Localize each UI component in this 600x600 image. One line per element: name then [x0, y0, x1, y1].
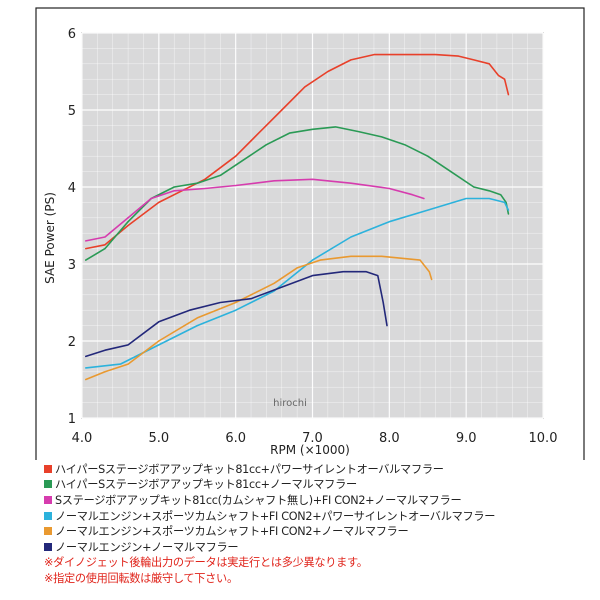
series-line-2	[85, 126, 510, 261]
legend-label: ノーマルエンジン+ノーマルマフラー	[55, 540, 239, 554]
y-tick-label: 1	[68, 412, 76, 427]
legend-item: ハイパーSステージボアアップキット81cc+ノーマルマフラー	[44, 477, 584, 493]
x-tick-label: 8.0	[379, 431, 400, 446]
x-axis-label: RPM (×1000)	[270, 443, 350, 457]
legend-label: ハイパーSステージボアアップキット81cc+ノーマルマフラー	[55, 478, 357, 492]
legend-swatch	[44, 542, 52, 551]
series-line-3	[85, 178, 425, 242]
legend-item: ノーマルエンジン+スポーツカムシャフト+FI CON2+ノーマルマフラー	[44, 523, 584, 539]
x-tick-label: 7.0	[302, 431, 323, 446]
note-rpm-warning: ※指定の使用回転数は厳守して下さい。	[44, 571, 238, 585]
legend-label: Sステージボアアップキット81cc(カムシャフト無し)+FI CON2+ノーマル…	[55, 493, 462, 507]
y-tick-label: 4	[68, 181, 76, 196]
legend-item: ノーマルエンジン+ノーマルマフラー	[44, 539, 584, 555]
x-tick-label: 10.0	[529, 431, 558, 446]
x-tick-label: 4.0	[72, 431, 93, 446]
legend-item: ノーマルエンジン+スポーツカムシャフト+FI CON2+パワーサイレントオーバル…	[44, 508, 584, 524]
legend-item: Sステージボアアップキット81cc(カムシャフト無し)+FI CON2+ノーマル…	[44, 492, 584, 508]
series-line-6	[85, 270, 388, 358]
series-line-5	[85, 255, 433, 381]
y-tick-label: 2	[68, 335, 76, 350]
legend-swatch	[44, 495, 52, 504]
legend-swatch	[44, 511, 52, 520]
x-tick-label: 6.0	[225, 431, 246, 446]
legend-label: ノーマルエンジン+スポーツカムシャフト+FI CON2+パワーサイレントオーバル…	[55, 509, 496, 523]
y-tick-label: 3	[68, 258, 76, 273]
y-tick-label: 6	[68, 27, 76, 42]
note-dyno-disclaimer: ※ダイノジェット後輪出力のデータは実走行とは多少異なります。	[44, 556, 368, 570]
watermark: hirochi	[273, 398, 307, 409]
legend-item: ハイパーSステージボアアップキット81cc+パワーサイレントオーバルマフラー	[44, 461, 584, 477]
chart-border	[35, 7, 585, 460]
x-tick-label: 9.0	[456, 431, 477, 446]
legend-label: ノーマルエンジン+スポーツカムシャフト+FI CON2+ノーマルマフラー	[55, 525, 409, 539]
series-line-1	[85, 53, 510, 250]
y-axis-label: SAE Power (PS)	[43, 192, 57, 284]
y-tick-label: 5	[68, 104, 76, 119]
legend: ハイパーSステージボアアップキット81cc+パワーサイレントオーバルマフラー ハ…	[44, 461, 584, 586]
legend-label: ハイパーSステージボアアップキット81cc+パワーサイレントオーバルマフラー	[55, 462, 444, 476]
x-tick-label: 5.0	[148, 431, 169, 446]
legend-swatch	[44, 464, 52, 473]
legend-swatch	[44, 527, 52, 536]
dyno-chart: 4.0 5.0 6.0 7.0 8.0 9.0 10.0 1 2 3 4 5 6 hirochi SAE…	[35, 7, 585, 460]
series-line-4	[85, 197, 510, 369]
legend-swatch	[44, 480, 52, 489]
